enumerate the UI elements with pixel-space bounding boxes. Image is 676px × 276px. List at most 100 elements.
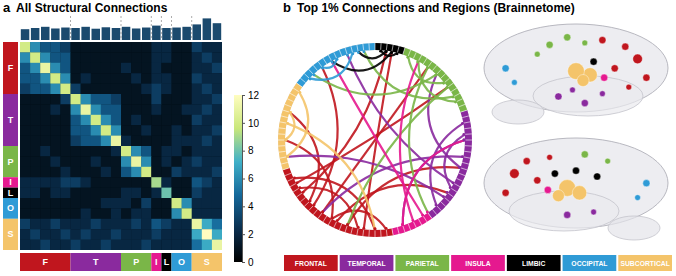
cell [40,42,50,53]
legend-swatch [340,255,394,271]
cell [50,208,60,219]
cell [172,219,182,230]
cell [20,198,30,209]
cell [182,240,192,250]
slot-separator [380,230,381,237]
slot-separator [462,162,469,164]
legend-swatch [451,255,505,271]
slot-separator [392,45,393,52]
legend-label: TEMPORAL [348,260,386,267]
chords [285,50,465,230]
cell [182,136,192,147]
cell [121,188,131,199]
brain-node [570,87,576,93]
cell [101,177,111,188]
cell [131,219,141,230]
panel-a: aAll Structural ConnectionsFFTTPPIILLOOS… [3,0,260,271]
bar [21,29,30,40]
cell [202,208,212,219]
brain-node [591,209,597,215]
cell [151,52,161,63]
cell [141,208,151,219]
cell [131,167,141,178]
cell [111,42,121,53]
tick: 12 [242,90,260,101]
cell [30,167,40,178]
chord-end [379,50,382,53]
slot-separator [279,151,286,153]
cell [121,115,131,126]
slot-separator [280,157,287,158]
cell [212,63,222,74]
cell [30,52,40,63]
chord-end [435,203,438,206]
chord [309,53,352,80]
chord-end [286,155,289,158]
slot-separator [428,62,432,68]
chord [287,156,445,198]
cell [131,63,141,74]
colorbar [234,95,242,262]
chord-end [442,195,445,198]
cell [50,229,60,240]
chord-end [351,52,354,55]
cell [121,229,131,240]
chord-end [426,211,429,214]
chord-end [452,96,455,99]
cell [60,240,70,250]
cell [50,73,60,84]
cell [20,167,30,178]
brain-node [643,180,650,187]
cell [182,188,192,199]
brain-node [611,65,618,72]
cell [111,136,121,147]
cell [50,42,60,53]
cell [182,229,192,240]
slot-separator [437,206,442,211]
cell [111,229,121,240]
brain-node [643,74,650,81]
tick-mark [242,206,245,207]
cell [172,136,182,147]
cell [202,198,212,209]
group-label: I [155,257,158,267]
chord-end [309,200,312,203]
cell [60,63,70,74]
slot-separator [418,219,421,225]
cell [182,94,192,105]
chord-end [416,61,419,64]
cell [20,73,30,84]
cell [71,84,81,95]
chord-end [346,223,349,226]
chord-end [401,223,404,226]
cell [81,136,91,147]
slot-separator [413,221,416,227]
cell [141,188,151,199]
tick: 8 [242,145,254,156]
cell [20,42,30,53]
cell [192,219,202,230]
slot-separator [357,45,358,52]
cell [101,240,111,250]
bar [132,28,141,40]
cell [172,198,182,209]
cell [192,188,202,199]
cell [182,167,192,178]
slot-separator [300,78,305,82]
bar [122,27,131,40]
chord-end [331,217,334,220]
cell [192,136,202,147]
cell [192,52,202,63]
cell [20,219,30,230]
cell [141,167,151,178]
brain-node [605,158,611,164]
cell [212,136,222,147]
cell [212,115,222,126]
cell [161,188,171,199]
cell [101,94,111,105]
brain-node [502,189,509,196]
cell [50,188,60,199]
cell [91,198,101,209]
cell [91,240,101,250]
slot-separator [334,52,337,58]
